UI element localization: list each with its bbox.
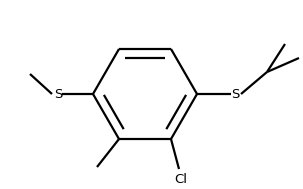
Text: S: S (231, 88, 239, 101)
Text: S: S (54, 88, 62, 101)
Text: Cl: Cl (175, 173, 188, 186)
